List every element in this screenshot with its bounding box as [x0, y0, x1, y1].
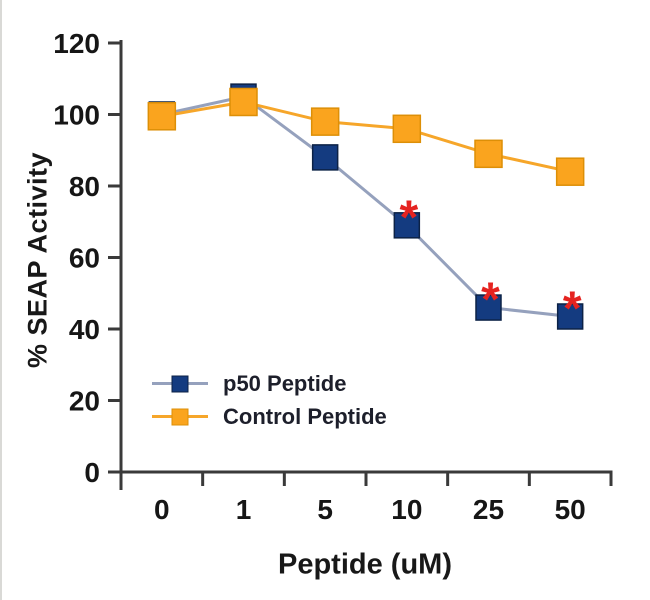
legend: p50 Peptide Control Peptide	[152, 367, 387, 433]
data-point-marker	[475, 294, 502, 321]
x-tick-label: 0	[154, 494, 170, 525]
y-tick-label: 40	[69, 314, 100, 345]
p50-series-line-swatch	[152, 375, 208, 392]
data-point-marker	[229, 87, 258, 117]
x-tick-label: 50	[555, 494, 586, 525]
data-point-marker	[147, 102, 177, 131]
data-point-marker	[393, 212, 421, 239]
data-point-marker	[311, 144, 339, 171]
data-point-marker	[310, 107, 340, 136]
y-tick-label: 20	[69, 386, 100, 417]
significance-asterisk: *	[481, 274, 500, 327]
y-tick-label: 80	[69, 171, 100, 202]
x-tick-label: 1	[236, 494, 252, 525]
data-point-marker	[556, 303, 584, 330]
legend-label-control-peptide: Control Peptide	[223, 403, 387, 429]
y-tick-label: 100	[53, 100, 100, 131]
legend-item-control-peptide: Control Peptide	[152, 400, 387, 433]
y-tick-label: 120	[53, 28, 100, 59]
y-tick-label: 0	[84, 457, 100, 488]
p50-series-marker-icon	[171, 375, 189, 392]
significance-asterisk: *	[563, 282, 582, 335]
data-point-marker	[555, 157, 585, 186]
legend-item-p50-peptide: p50 Peptide	[152, 367, 387, 400]
control-series-marker-icon	[171, 408, 189, 425]
x-tick-label: 5	[317, 494, 333, 525]
series-line-0	[161, 95, 571, 318]
series-line-1	[161, 100, 571, 174]
x-tick-label: 25	[473, 494, 504, 525]
control-series-line-swatch	[152, 408, 208, 425]
legend-label-p50-peptide: p50 Peptide	[223, 370, 347, 396]
y-axis-title: % SEAP Activity	[22, 151, 53, 369]
data-point-marker	[474, 139, 503, 169]
data-point-marker	[392, 114, 422, 144]
x-axis-title: Peptide (uM)	[278, 548, 452, 581]
significance-asterisk: *	[399, 191, 418, 244]
x-tick-label: 10	[391, 494, 422, 525]
y-tick-label: 60	[69, 243, 100, 274]
